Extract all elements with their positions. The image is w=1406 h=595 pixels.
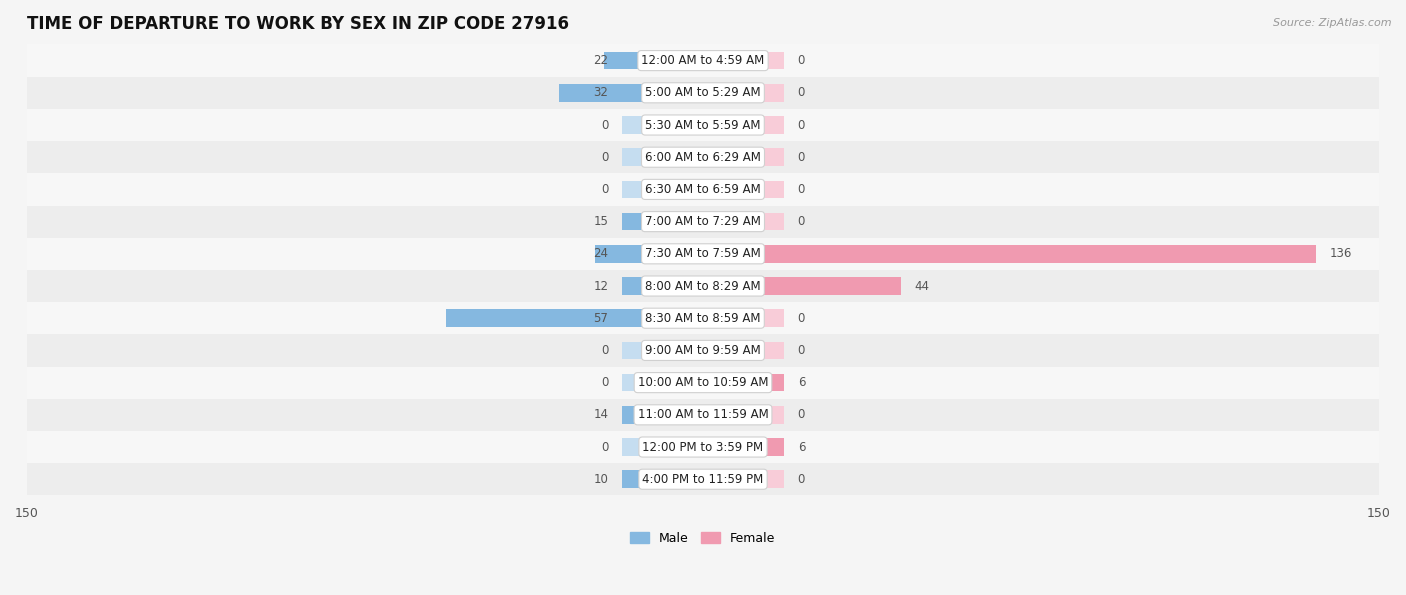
Text: 44: 44 [915, 280, 929, 293]
Bar [621, 180, 703, 198]
Text: 0: 0 [600, 440, 609, 453]
Bar [621, 148, 703, 166]
Bar [27, 270, 1379, 302]
Bar [703, 471, 785, 488]
Text: 9:00 AM to 9:59 AM: 9:00 AM to 9:59 AM [645, 344, 761, 357]
Text: 6:30 AM to 6:59 AM: 6:30 AM to 6:59 AM [645, 183, 761, 196]
Bar [621, 438, 703, 456]
Bar [703, 277, 901, 295]
Bar [703, 213, 785, 230]
Text: 5:00 AM to 5:29 AM: 5:00 AM to 5:29 AM [645, 86, 761, 99]
Text: 6: 6 [797, 440, 806, 453]
Bar [446, 309, 703, 327]
Text: 8:00 AM to 8:29 AM: 8:00 AM to 8:29 AM [645, 280, 761, 293]
Bar [621, 342, 703, 359]
Legend: Male, Female: Male, Female [626, 527, 780, 550]
Bar [27, 238, 1379, 270]
Bar [27, 431, 1379, 463]
Bar [27, 77, 1379, 109]
Text: 6: 6 [797, 376, 806, 389]
Text: 0: 0 [600, 376, 609, 389]
Bar [621, 277, 703, 295]
Text: 0: 0 [797, 86, 806, 99]
Bar [703, 116, 785, 134]
Text: 10: 10 [593, 473, 609, 486]
Bar [703, 374, 785, 392]
Text: 0: 0 [797, 151, 806, 164]
Text: TIME OF DEPARTURE TO WORK BY SEX IN ZIP CODE 27916: TIME OF DEPARTURE TO WORK BY SEX IN ZIP … [27, 15, 569, 33]
Text: 11:00 AM to 11:59 AM: 11:00 AM to 11:59 AM [638, 408, 768, 421]
Text: 6:00 AM to 6:29 AM: 6:00 AM to 6:29 AM [645, 151, 761, 164]
Text: 7:30 AM to 7:59 AM: 7:30 AM to 7:59 AM [645, 248, 761, 261]
Bar [621, 471, 703, 488]
Text: 12:00 PM to 3:59 PM: 12:00 PM to 3:59 PM [643, 440, 763, 453]
Bar [603, 52, 703, 70]
Bar [595, 245, 703, 262]
Text: 15: 15 [593, 215, 609, 228]
Bar [27, 205, 1379, 238]
Text: 0: 0 [600, 344, 609, 357]
Bar [621, 406, 703, 424]
Text: 0: 0 [797, 473, 806, 486]
Text: 0: 0 [797, 54, 806, 67]
Bar [27, 399, 1379, 431]
Bar [27, 109, 1379, 141]
Bar [27, 302, 1379, 334]
Bar [703, 438, 785, 456]
Bar [621, 374, 703, 392]
Bar [27, 45, 1379, 77]
Bar [703, 84, 785, 102]
Bar [703, 309, 785, 327]
Text: 8:30 AM to 8:59 AM: 8:30 AM to 8:59 AM [645, 312, 761, 325]
Bar [703, 52, 785, 70]
Text: 10:00 AM to 10:59 AM: 10:00 AM to 10:59 AM [638, 376, 768, 389]
Text: 12:00 AM to 4:59 AM: 12:00 AM to 4:59 AM [641, 54, 765, 67]
Text: 0: 0 [797, 344, 806, 357]
Text: 57: 57 [593, 312, 609, 325]
Text: 24: 24 [593, 248, 609, 261]
Bar [27, 141, 1379, 173]
Text: Source: ZipAtlas.com: Source: ZipAtlas.com [1274, 18, 1392, 28]
Text: 0: 0 [600, 118, 609, 131]
Bar [621, 213, 703, 230]
Text: 0: 0 [797, 183, 806, 196]
Bar [703, 180, 785, 198]
Text: 0: 0 [600, 151, 609, 164]
Bar [27, 334, 1379, 367]
Bar [621, 116, 703, 134]
Text: 14: 14 [593, 408, 609, 421]
Bar [703, 342, 785, 359]
Text: 12: 12 [593, 280, 609, 293]
Bar [27, 367, 1379, 399]
Bar [703, 245, 1316, 262]
Text: 0: 0 [797, 118, 806, 131]
Text: 0: 0 [797, 312, 806, 325]
Text: 0: 0 [797, 408, 806, 421]
Text: 136: 136 [1330, 248, 1351, 261]
Text: 5:30 AM to 5:59 AM: 5:30 AM to 5:59 AM [645, 118, 761, 131]
Bar [27, 463, 1379, 495]
Text: 4:00 PM to 11:59 PM: 4:00 PM to 11:59 PM [643, 473, 763, 486]
Text: 22: 22 [593, 54, 609, 67]
Bar [27, 173, 1379, 205]
Bar [703, 148, 785, 166]
Text: 32: 32 [593, 86, 609, 99]
Bar [703, 406, 785, 424]
Text: 7:00 AM to 7:29 AM: 7:00 AM to 7:29 AM [645, 215, 761, 228]
Bar [558, 84, 703, 102]
Text: 0: 0 [600, 183, 609, 196]
Text: 0: 0 [797, 215, 806, 228]
